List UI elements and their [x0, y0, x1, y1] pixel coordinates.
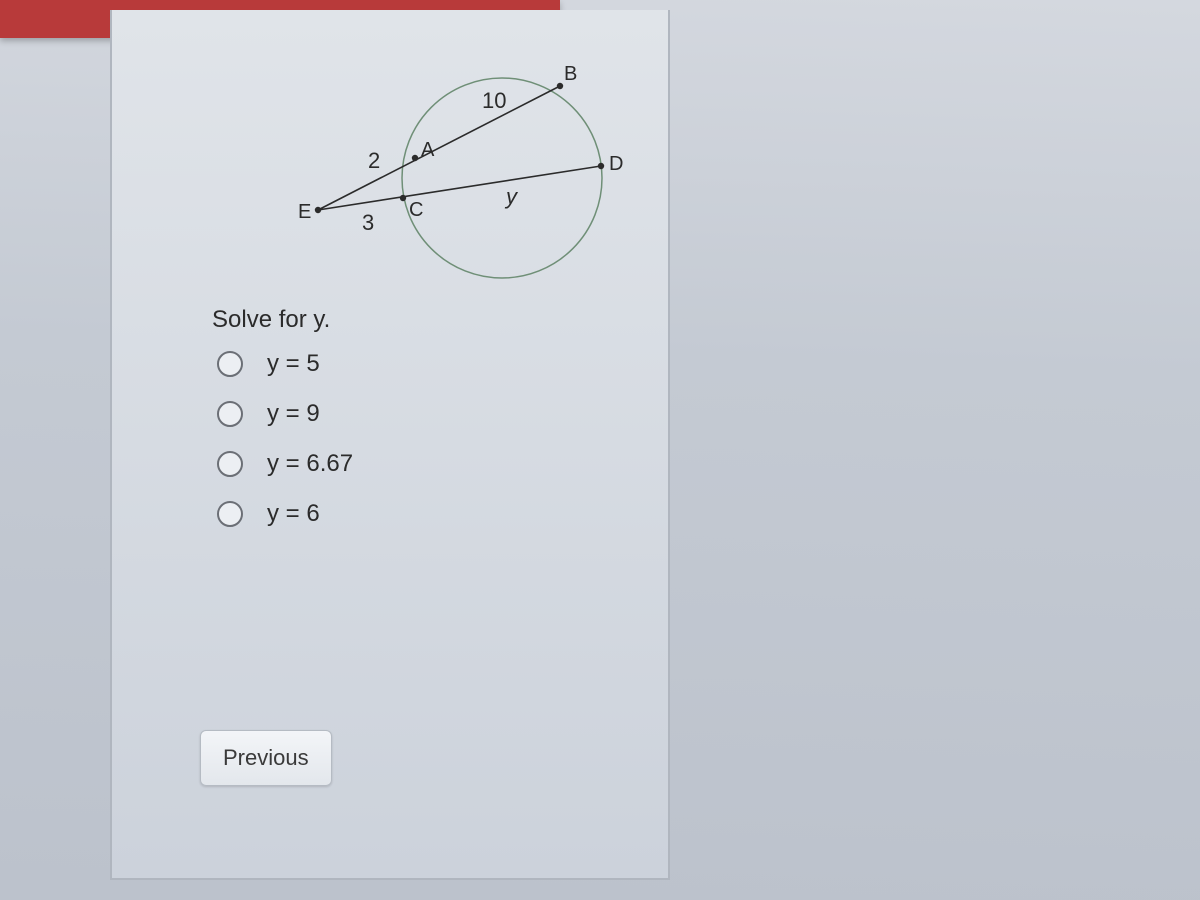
question-text: Solve for y.	[212, 306, 330, 334]
svg-text:y: y	[504, 184, 519, 209]
option-3[interactable]: y = 6.67	[217, 450, 353, 478]
previous-button[interactable]: Previous	[200, 730, 332, 786]
svg-text:D: D	[609, 153, 623, 175]
svg-text:A: A	[421, 139, 435, 161]
option-label: y = 6	[267, 500, 320, 528]
radio-icon	[217, 401, 243, 427]
option-label: y = 5	[267, 350, 320, 378]
option-4[interactable]: y = 6	[217, 500, 353, 528]
option-2[interactable]: y = 9	[217, 400, 353, 428]
svg-text:E: E	[298, 201, 311, 223]
geometry-figure: E A B C D 2 10 3 y	[202, 50, 632, 280]
radio-icon	[217, 451, 243, 477]
svg-text:B: B	[564, 63, 577, 85]
option-label: y = 6.67	[267, 450, 353, 478]
question-panel: E A B C D 2 10 3 y Solve for y. y = 5 y = 9 y = …	[110, 10, 670, 880]
radio-icon	[217, 501, 243, 527]
options-group: y = 5 y = 9 y = 6.67 y = 6	[217, 350, 353, 528]
svg-text:2: 2	[368, 148, 380, 173]
screen-root: E A B C D 2 10 3 y Solve for y. y = 5 y = 9 y = …	[0, 0, 1200, 900]
svg-text:10: 10	[482, 88, 506, 113]
figure-svg: E A B C D 2 10 3 y	[202, 50, 632, 280]
option-label: y = 9	[267, 400, 320, 428]
option-1[interactable]: y = 5	[217, 350, 353, 378]
radio-icon	[217, 351, 243, 377]
svg-text:C: C	[409, 199, 423, 221]
svg-text:3: 3	[362, 210, 374, 235]
